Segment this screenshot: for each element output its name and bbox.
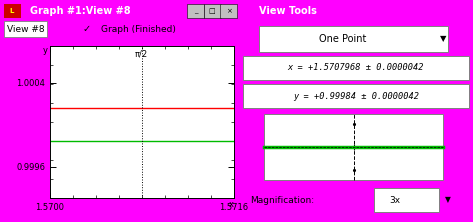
Text: View #8: View #8 (7, 24, 44, 34)
Text: Graph (Finished): Graph (Finished) (101, 24, 176, 34)
Text: ▼: ▼ (445, 196, 451, 204)
Text: π/2: π/2 (135, 49, 148, 58)
Text: ✓: ✓ (83, 24, 91, 34)
Bar (203, 4, 220, 18)
Text: ×: × (226, 8, 231, 14)
Bar (187, 4, 204, 18)
Text: y: y (43, 46, 48, 55)
Text: ▼: ▼ (440, 34, 447, 44)
Text: L: L (9, 8, 14, 14)
Bar (259, 26, 448, 52)
Bar (4, 4, 21, 18)
Bar (264, 114, 443, 180)
Text: Magnification:: Magnification: (250, 196, 315, 204)
Text: _: _ (194, 8, 197, 14)
Text: x = +1.5707968 ± 0.0000042: x = +1.5707968 ± 0.0000042 (288, 63, 424, 73)
Bar (220, 4, 237, 18)
Bar (375, 188, 439, 212)
Text: Graph #1:View #8: Graph #1:View #8 (30, 6, 131, 16)
Text: One Point: One Point (318, 34, 366, 44)
Bar (4, 22, 47, 37)
Text: y = +0.99984 ± 0.0000042: y = +0.99984 ± 0.0000042 (293, 91, 419, 101)
Text: x: x (229, 200, 234, 208)
Text: □: □ (209, 8, 215, 14)
Bar (243, 84, 469, 108)
Bar (243, 56, 469, 80)
Text: View Tools: View Tools (259, 6, 317, 16)
Text: 3x: 3x (390, 196, 401, 204)
